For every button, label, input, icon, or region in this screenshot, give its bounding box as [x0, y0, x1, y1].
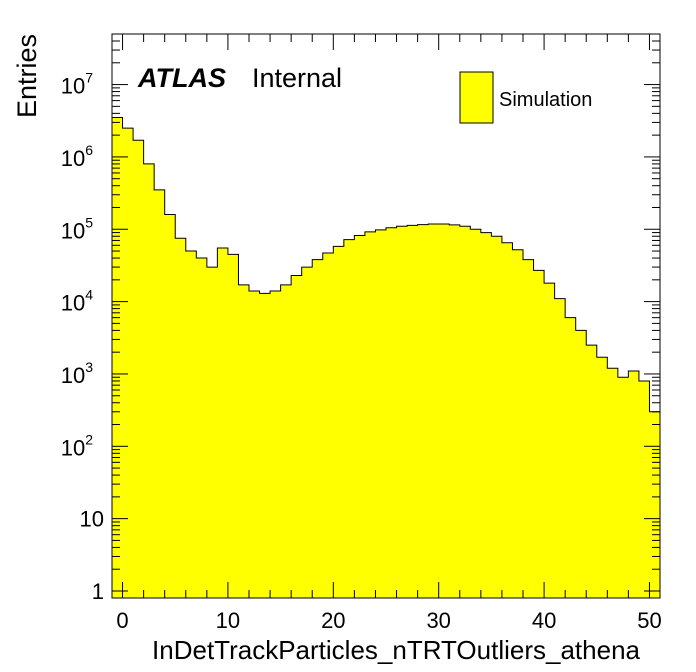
histogram-bar — [312, 259, 324, 598]
histogram-bar — [523, 259, 534, 598]
histogram-bar — [354, 235, 366, 599]
histogram-bar — [185, 251, 197, 599]
histogram-bar — [175, 238, 187, 599]
histogram-bar — [322, 252, 334, 599]
x-tick-label: 40 — [532, 608, 556, 633]
histogram-bar — [449, 224, 461, 598]
x-tick-label: 10 — [216, 608, 240, 633]
histogram-bar — [259, 293, 271, 598]
x-tick-label: 50 — [637, 608, 661, 633]
histogram-bar — [333, 246, 345, 598]
legend: Simulation — [459, 71, 592, 124]
histogram-bar — [428, 224, 440, 598]
histogram-bar — [270, 291, 282, 598]
histogram-bar — [586, 345, 598, 598]
x-axis-label: InDetTrackParticles_nTRTOutliers_athena — [152, 635, 640, 665]
histogram-bar — [280, 284, 292, 598]
histogram-outline — [111, 117, 661, 598]
x-axis-ticks — [122, 34, 650, 598]
histogram-bar — [343, 239, 355, 598]
histogram-bar — [164, 214, 176, 599]
y-tick-label: 106 — [61, 142, 93, 171]
histogram-bar — [217, 248, 229, 599]
histogram-bar — [301, 267, 313, 598]
histogram-bar — [396, 226, 408, 598]
histogram-bar — [238, 284, 250, 598]
histogram-bar — [544, 283, 556, 598]
y-tick-label: 107 — [61, 70, 93, 99]
histogram-bar — [438, 224, 450, 598]
histogram-bar — [417, 224, 429, 598]
x-tick-label: 0 — [116, 608, 128, 633]
histogram-bar — [122, 128, 134, 598]
histogram-bar — [480, 232, 492, 598]
histogram-bar — [565, 317, 577, 598]
histogram-bar — [628, 370, 640, 598]
x-tick-label: 30 — [426, 608, 450, 633]
y-tick-label: 104 — [61, 287, 93, 316]
y-axis-tick-labels: 1 10 102 103 104 105 106 107 — [61, 70, 104, 604]
legend-swatch — [459, 71, 494, 124]
histogram-bar — [227, 254, 239, 598]
plot-frame — [111, 33, 661, 599]
histogram-bar — [291, 275, 303, 598]
histogram-bar — [375, 229, 387, 598]
y-tick-label: 10 — [80, 507, 104, 532]
y-axis-ticks — [112, 33, 660, 592]
histogram-bar — [554, 298, 566, 598]
y-tick-label: 1 — [92, 579, 104, 604]
y-tick-label: 105 — [61, 214, 93, 243]
histogram-bar — [386, 227, 397, 599]
y-axis-label: Entries — [12, 34, 42, 118]
internal-label: Internal — [252, 63, 342, 93]
histogram-bar — [143, 163, 155, 599]
histogram-bar — [638, 380, 650, 598]
histogram-bar — [407, 225, 419, 599]
y-tick-label: 103 — [61, 359, 93, 388]
legend-entry-simulation: Simulation — [499, 89, 592, 111]
histogram-bar — [206, 267, 218, 598]
histogram-bar — [491, 236, 503, 598]
histogram-bar — [596, 357, 608, 598]
histogram-bar — [364, 231, 376, 598]
histogram-bar — [501, 242, 513, 599]
histogram-bar — [249, 291, 260, 598]
histogram-bar — [617, 377, 629, 598]
histogram-bar — [470, 229, 482, 598]
y-tick-label: 102 — [61, 431, 93, 460]
histogram-bar — [575, 330, 587, 598]
histogram-bars — [112, 117, 661, 599]
histogram-bar — [133, 140, 145, 599]
histogram-bar — [154, 189, 166, 598]
histogram-bar — [196, 258, 208, 598]
histogram-bar — [607, 368, 619, 598]
x-tick-label: 20 — [321, 608, 345, 633]
histogram-bar — [533, 270, 545, 598]
histogram-bar — [112, 117, 123, 599]
histogram-bar — [649, 411, 661, 598]
atlas-label: ATLAS — [137, 63, 226, 93]
histogram-bar — [459, 226, 471, 598]
histogram-bar — [512, 249, 524, 598]
x-axis-tick-labels: 0 10 20 30 40 50 — [116, 608, 661, 633]
